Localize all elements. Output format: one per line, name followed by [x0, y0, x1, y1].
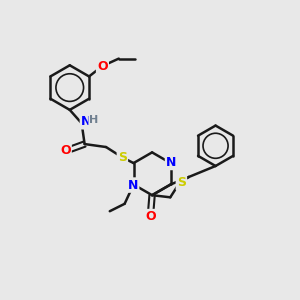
Text: O: O [60, 143, 70, 157]
Text: N: N [81, 115, 91, 128]
Text: N: N [166, 156, 176, 169]
Text: S: S [177, 176, 186, 189]
Text: O: O [97, 59, 108, 73]
Text: N: N [128, 178, 138, 192]
Text: H: H [89, 115, 99, 125]
Text: S: S [118, 151, 127, 164]
Text: O: O [145, 210, 156, 223]
